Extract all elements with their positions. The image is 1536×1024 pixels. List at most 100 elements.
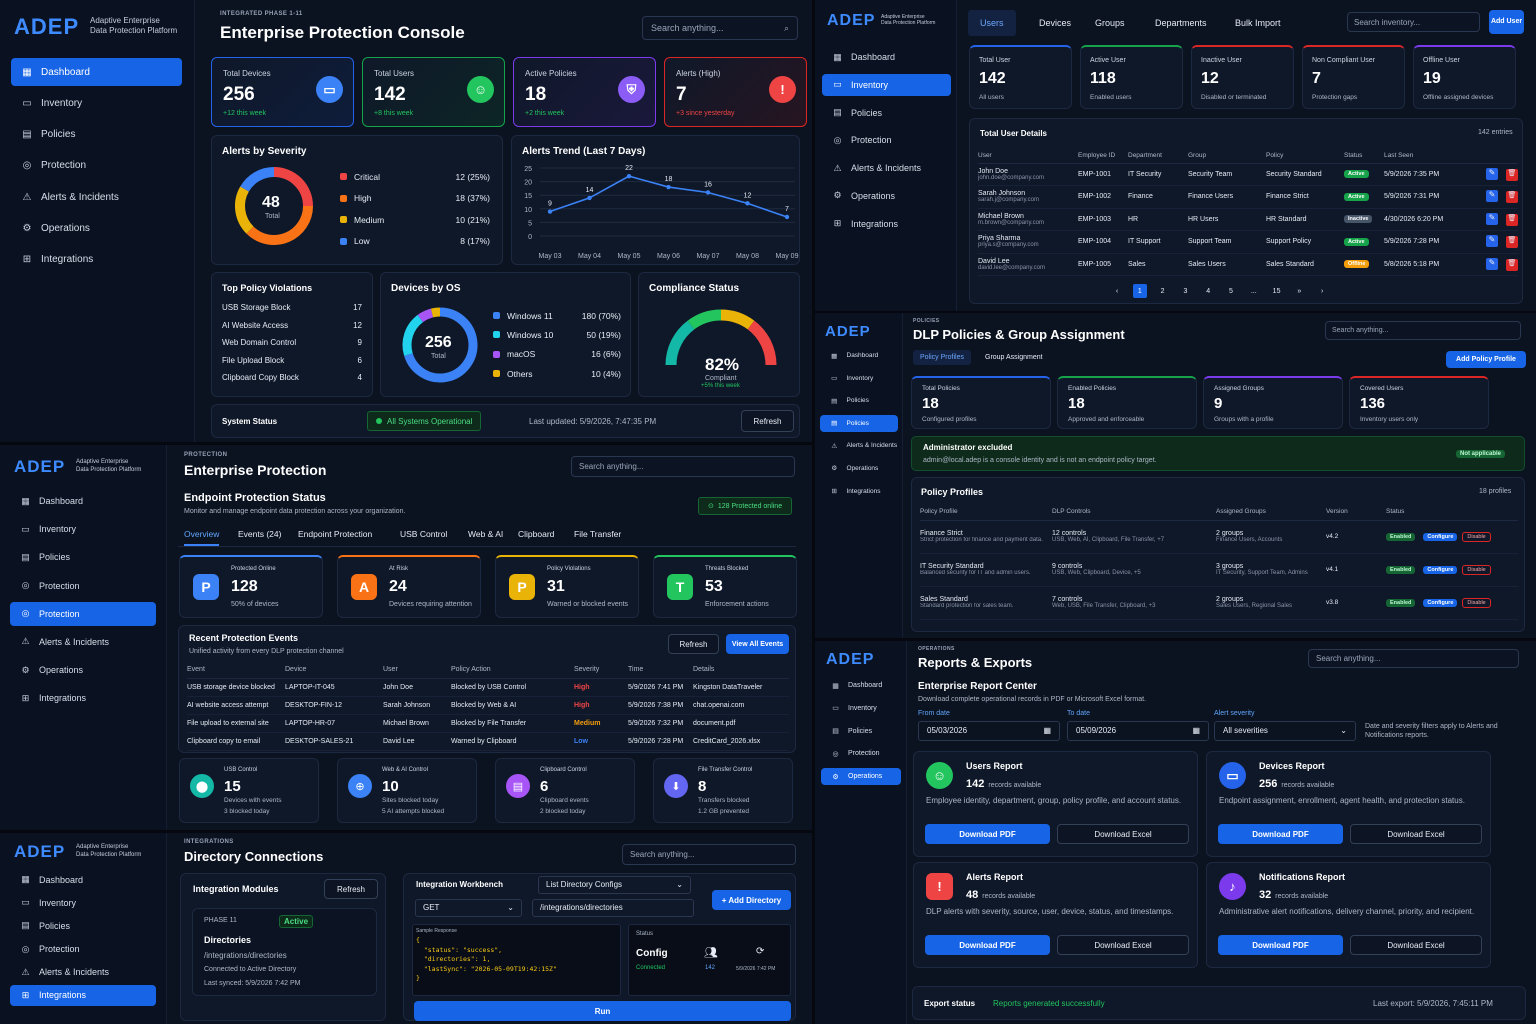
sidebar-item-dashboard[interactable]: ▦ Dashboard [822,46,951,68]
download-pdf-button[interactable]: Download PDF [925,935,1050,955]
sidebar-item-alerts-incidents[interactable]: ⚠ Alerts & Incidents [822,157,951,179]
sidebar-item-operations[interactable]: ⚙ Operations [822,185,951,207]
table-row[interactable]: Priya Sharma priya.s@company.com EMP-1004 I… [978,231,1518,253]
from-date-input[interactable]: 05/03/2026 ▦ [918,721,1060,741]
add-user-button[interactable]: Add User [1489,10,1524,34]
table-row[interactable]: Clipboard copy to email DESKTOP-SALES-21 D… [187,732,789,750]
table-row[interactable]: Michael Brown m.brown@company.com EMP-1003… [978,208,1518,231]
search-input[interactable]: Search anything... ⌕ [642,16,798,40]
sidebar-item-dashboard[interactable]: ▦ Dashboard [11,58,182,86]
sidebar-item-dashboard[interactable]: ▦ Dashboard [821,677,901,694]
sidebar-item-protection[interactable]: ◎ Protection [10,939,156,960]
table-row[interactable]: USB storage device blocked LAPTOP-IT-045 J… [187,678,789,696]
edit-icon[interactable]: ✎ [1486,235,1498,248]
page-button[interactable]: 1 [1132,284,1147,298]
table-row[interactable]: AI website access attempt DESKTOP-FIN-12 S… [187,696,789,714]
sidebar-item-policies[interactable]: ▤ Policies [821,723,901,740]
sidebar-item-policies[interactable]: ▤ Policies [11,121,182,149]
table-row[interactable]: Sarah Johnson sarah.j@company.com EMP-1002… [978,186,1518,208]
to-date-input[interactable]: 05/09/2026 ▦ [1067,721,1209,741]
page-button[interactable]: › [1321,287,1324,295]
page-button[interactable]: ‹ [1115,287,1119,295]
table-row[interactable]: David Lee david.lee@company.com EMP-1005 Sa… [978,253,1518,276]
sidebar-item-policies[interactable]: ▤ Policies [10,545,156,569]
edit-icon[interactable]: ✎ [1486,212,1498,225]
delete-icon[interactable]: 🗑︎ [1506,258,1518,271]
sidebar-item-integrations[interactable]: ⊞ Integrations [10,984,156,1006]
sidebar-item-dashboard[interactable]: ▦ Dashboard [10,489,156,513]
sidebar-item-protection[interactable]: ◎ Protection [10,574,156,598]
tab-web-ai[interactable]: Web & AI [468,529,504,539]
sidebar-item-operations[interactable]: ⚙ Operations [11,214,182,242]
delete-icon[interactable]: 🗑︎ [1506,191,1518,204]
sidebar-item-operations[interactable]: ⚙ Operations [821,768,901,786]
search-input[interactable]: Search anything... [1308,649,1519,668]
refresh-button[interactable]: Refresh [324,879,378,899]
tab-file-transfer[interactable]: File Transfer [574,529,622,539]
tab-group-assignment[interactable]: Group Assignment [985,354,1043,361]
download-pdf-button[interactable]: Download PDF [1218,935,1343,955]
page-button[interactable]: 2 [1160,287,1165,295]
tab-events-24[interactable]: Events (24) [238,529,282,539]
endpoint-input[interactable]: /integrations/directories [532,899,694,917]
sidebar-item-protection[interactable]: ◎ Protection [11,152,182,180]
sidebar-item-dashboard[interactable]: ▦ Dashboard [820,347,898,364]
sidebar-item-dashboard[interactable]: ▦ Dashboard [10,869,156,890]
download-excel-button[interactable]: Download Excel [1057,935,1189,955]
refresh-button[interactable]: Refresh [668,634,719,654]
configure-button[interactable]: Configure [1423,532,1458,541]
download-pdf-button[interactable]: Download PDF [925,824,1050,844]
tab-endpoint-protection[interactable]: Endpoint Protection [298,529,373,539]
tab-clipboard[interactable]: Clipboard [518,529,555,539]
tab-bulk-import[interactable]: Bulk Import [1235,18,1281,28]
search-input[interactable]: Search anything... [571,456,795,477]
tab-policy-profiles[interactable]: Policy Profiles [913,350,971,365]
sidebar-item-inventory[interactable]: ▭ Inventory [821,700,901,717]
severity-select[interactable]: All severities ⌄ [1214,721,1356,741]
search-input[interactable]: Search anything... [1325,321,1521,340]
sidebar-item-alerts-incidents[interactable]: ⚠ Alerts & Incidents [820,437,898,454]
sidebar-item-policies[interactable]: ▤ Policies [10,915,156,936]
run-button[interactable]: Run [414,1001,791,1021]
configure-button[interactable]: Configure [1423,598,1458,607]
delete-icon[interactable]: 🗑︎ [1506,213,1518,226]
control-web-ai-control[interactable]: ⊕ Web & AI Control 10 Sites blocked today 5 … [337,758,477,823]
sidebar-item-inventory[interactable]: ▭ Inventory [820,370,898,387]
sidebar-item-policies[interactable]: ▤ Policies [822,102,951,124]
edit-icon[interactable]: ✎ [1486,167,1498,180]
sidebar-item-integrations[interactable]: ⊞ Integrations [820,483,898,500]
sidebar-item-integrations[interactable]: ⊞ Integrations [822,213,951,235]
tab-groups[interactable]: Groups [1095,18,1125,28]
sidebar-item-protection[interactable]: ◎ Protection [10,601,156,626]
download-excel-button[interactable]: Download Excel [1057,824,1189,844]
sidebar-item-operations[interactable]: ⚙ Operations [10,658,156,682]
download-excel-button[interactable]: Download Excel [1350,824,1482,844]
control-clipboard-control[interactable]: ▤ Clipboard Control 6 Clipboard events 2 blo… [495,758,635,823]
search-input[interactable]: Search anything... [622,844,796,865]
disable-button[interactable]: Disable [1462,531,1491,542]
edit-icon[interactable]: ✎ [1486,257,1498,270]
sidebar-item-operations[interactable]: ⚙ Operations [820,460,898,477]
sidebar-item-alerts-incidents[interactable]: ⚠ Alerts & Incidents [10,962,156,983]
control-file-transfer-control[interactable]: ⬇ File Transfer Control 8 Transfers blocked… [653,758,793,823]
refresh-button[interactable]: Refresh [741,410,794,432]
page-button[interactable]: 5 [1229,287,1233,295]
sidebar-item-integrations[interactable]: ⊞ Integrations [11,246,182,274]
sidebar-item-alerts-incidents[interactable]: ⚠ Alerts & Incidents [11,183,182,211]
tab-usb-control[interactable]: USB Control [400,529,448,539]
page-button[interactable]: 4 [1206,287,1211,295]
edit-icon[interactable]: ✎ [1486,190,1498,203]
page-button[interactable]: 3 [1183,287,1188,295]
sidebar-item-inventory[interactable]: ▭ Inventory [10,517,156,541]
view-all-events-button[interactable]: View All Events [726,634,789,654]
sidebar-item-inventory[interactable]: ▭ Inventory [11,89,182,117]
disable-button[interactable]: Disable [1462,564,1491,575]
sidebar-item-inventory[interactable]: ▭ Inventory [10,892,156,913]
sidebar-item-policies[interactable]: ▤ Policies [820,414,898,432]
method-select[interactable]: GET ⌄ [415,899,522,917]
action-select[interactable]: List Directory Configs ⌄ [538,876,691,894]
module-directories[interactable]: PHASE 11 Active Directories /integration… [192,908,377,996]
delete-icon[interactable]: 🗑︎ [1506,168,1518,181]
disable-button[interactable]: Disable [1462,597,1491,608]
sidebar-item-policies[interactable]: ▤ Policies [820,392,898,409]
